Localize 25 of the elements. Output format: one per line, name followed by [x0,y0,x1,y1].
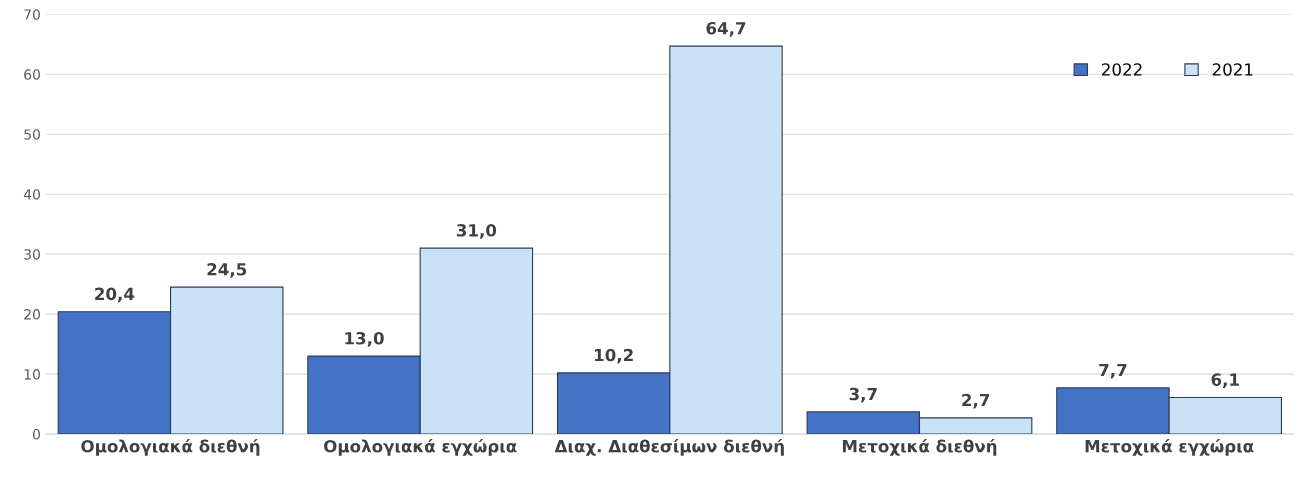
y-tick-label: 40 [23,189,40,200]
data-label: 24,5 [207,262,247,278]
data-label: 13,0 [345,331,384,347]
x-tick-label: Μετοχικά διεθνή [842,438,997,456]
y-tick-label: 0 [32,429,40,440]
data-label: 3,7 [849,387,877,403]
data-label: 31,0 [456,224,497,239]
data-label: 2,7 [962,393,990,409]
legend-label: 2021 [1212,63,1253,76]
x-tick-label: Μετοχικά εγχώρια [1085,438,1254,456]
data-label: 7,7 [1099,363,1127,379]
y-tick-label: 20 [24,309,40,320]
data-label: 10,2 [594,348,633,364]
data-label: 6,1 [1211,373,1239,389]
data-label: 64,7 [706,21,746,37]
y-tick-label: 50 [24,129,40,140]
y-tick-label: 70 [24,9,40,20]
y-tick-label: 30 [24,249,40,260]
x-tick-label: Διαχ. Διαθεσίμων διεθνή [554,438,784,456]
x-tick-label: Ομολογιακά εγχώρια [324,438,517,456]
data-label: 20,4 [95,287,135,303]
legend-label: 2022 [1102,63,1142,76]
y-tick-label: 60 [24,69,40,80]
y-tick-label: 10 [24,369,40,380]
x-tick-label: Ομολογιακά διεθνή [81,438,260,456]
